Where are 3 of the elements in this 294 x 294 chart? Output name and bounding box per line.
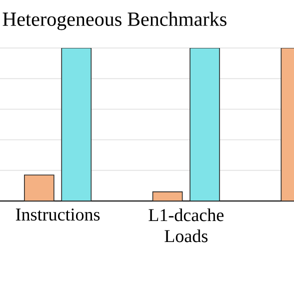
chart-title: Heterogeneous Benchmarks: [2, 12, 226, 30]
x-tick-label: L1-dcache Loads: [148, 208, 224, 242]
x-tick-label: Instructions: [16, 208, 100, 221]
